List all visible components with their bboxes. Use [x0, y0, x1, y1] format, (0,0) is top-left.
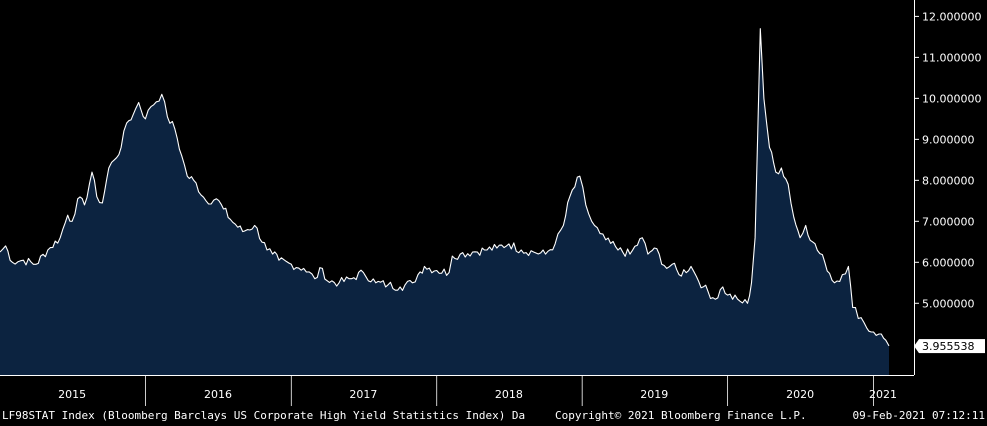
y-tick-label: 6.000000 — [922, 256, 975, 269]
series-line — [0, 28, 890, 347]
series-area — [0, 28, 889, 375]
footer-index-description: LF98STAT Index (Bloomberg Barclays US Co… — [2, 409, 526, 422]
x-tick-label: 2021 — [869, 388, 897, 401]
y-tick-label: 10.000000 — [922, 92, 982, 105]
footer-copyright: Copyright© 2021 Bloomberg Finance L.P. — [555, 409, 807, 422]
y-tick-label: 5.000000 — [922, 297, 975, 310]
x-tick-label: 2019 — [640, 388, 668, 401]
last-value-box — [919, 339, 985, 354]
x-tick-label: 2018 — [495, 388, 523, 401]
y-tick-label: 9.000000 — [922, 133, 975, 146]
x-tick-label: 2016 — [204, 388, 232, 401]
x-tick-label: 2015 — [58, 388, 86, 401]
y-tick-label: 11.000000 — [922, 51, 982, 64]
y-tick-label: 7.000000 — [922, 215, 975, 228]
footer-timestamp: 09-Feb-2021 07:12:11 — [852, 409, 985, 422]
last-value-label: 3.955538 — [922, 340, 975, 353]
last-value-pointer — [914, 339, 919, 354]
y-tick-label: 8.000000 — [922, 174, 975, 187]
x-tick-label: 2017 — [349, 388, 377, 401]
chart-canvas: 5.000000 6.000000 7.000000 8.000000 9.000000… — [0, 0, 985, 406]
x-tick-label: 2020 — [786, 388, 814, 401]
y-tick-label: 12.000000 — [922, 10, 982, 23]
